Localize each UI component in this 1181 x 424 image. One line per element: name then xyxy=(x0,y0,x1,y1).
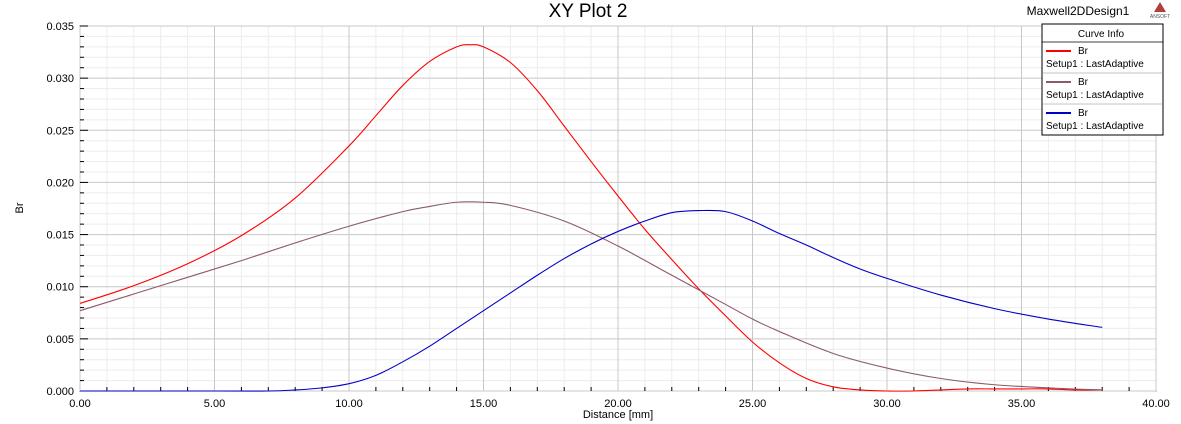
legend-box xyxy=(1041,23,1164,136)
y-tick-label: 0.020 xyxy=(46,177,74,189)
x-tick-label: 0.00 xyxy=(69,398,90,410)
x-tick-labels: 0.00 5.00 10.00 15.00 20.00 25.00 30.00 35.00 40… xyxy=(69,398,1169,410)
x-tick-label: 15.00 xyxy=(470,398,498,410)
legend: Curve Info Br Setup1 : LastAdaptive Br Setu… xyxy=(1041,23,1164,136)
y-tick-label: 0.030 xyxy=(46,73,74,85)
x-tick-label: 20.00 xyxy=(604,398,632,410)
plot-title: XY Plot 2 xyxy=(549,1,628,22)
legend-items: Br Setup1 : LastAdaptive Br Setup1 : LastAd… xyxy=(1042,46,1163,132)
series-line-2 xyxy=(79,201,1103,391)
y-tick-label: 0.015 xyxy=(46,230,74,242)
x-tick-label: 5.00 xyxy=(204,398,225,410)
legend-series-name-2: Br xyxy=(1078,77,1089,88)
ansoft-logo: ANSOFT xyxy=(1150,2,1170,20)
series-line-3 xyxy=(80,209,1103,392)
y-axis-label: Br xyxy=(14,202,26,213)
y-tick-label: 0.025 xyxy=(46,125,74,137)
design-name: Maxwell2DDesign1 xyxy=(1027,4,1130,18)
logo-text: ANSOFT xyxy=(1150,14,1170,20)
series-layer xyxy=(79,44,1103,392)
y-tick-label: 0.000 xyxy=(46,386,74,398)
x-tick-label: 40.00 xyxy=(1142,398,1170,410)
logo-triangle-icon xyxy=(1154,2,1166,12)
legend-series-setup-3: Setup1 : LastAdaptive xyxy=(1046,121,1144,132)
legend-series-setup-2: Setup1 : LastAdaptive xyxy=(1046,90,1144,101)
y-tick-label: 0.005 xyxy=(46,334,74,346)
grid xyxy=(79,25,1157,392)
x-axis-label: Distance [mm] xyxy=(583,409,653,421)
series-line-1 xyxy=(79,44,1103,392)
x-tick-label: 35.00 xyxy=(1008,398,1036,410)
legend-series-name-3: Br xyxy=(1078,108,1089,119)
y-tick-labels: 0.000 0.005 0.010 0.015 0.020 0.025 0.030 0.035 xyxy=(46,21,74,398)
legend-series-name-1: Br xyxy=(1078,46,1089,57)
x-tick-label: 30.00 xyxy=(873,398,901,410)
y-tick-label: 0.035 xyxy=(46,21,74,33)
y-tick-label: 0.010 xyxy=(46,282,74,294)
x-tick-label: 25.00 xyxy=(739,398,767,410)
legend-title: Curve Info xyxy=(1078,29,1125,40)
x-tick-label: 10.00 xyxy=(335,398,363,410)
legend-series-setup-1: Setup1 : LastAdaptive xyxy=(1046,59,1144,70)
